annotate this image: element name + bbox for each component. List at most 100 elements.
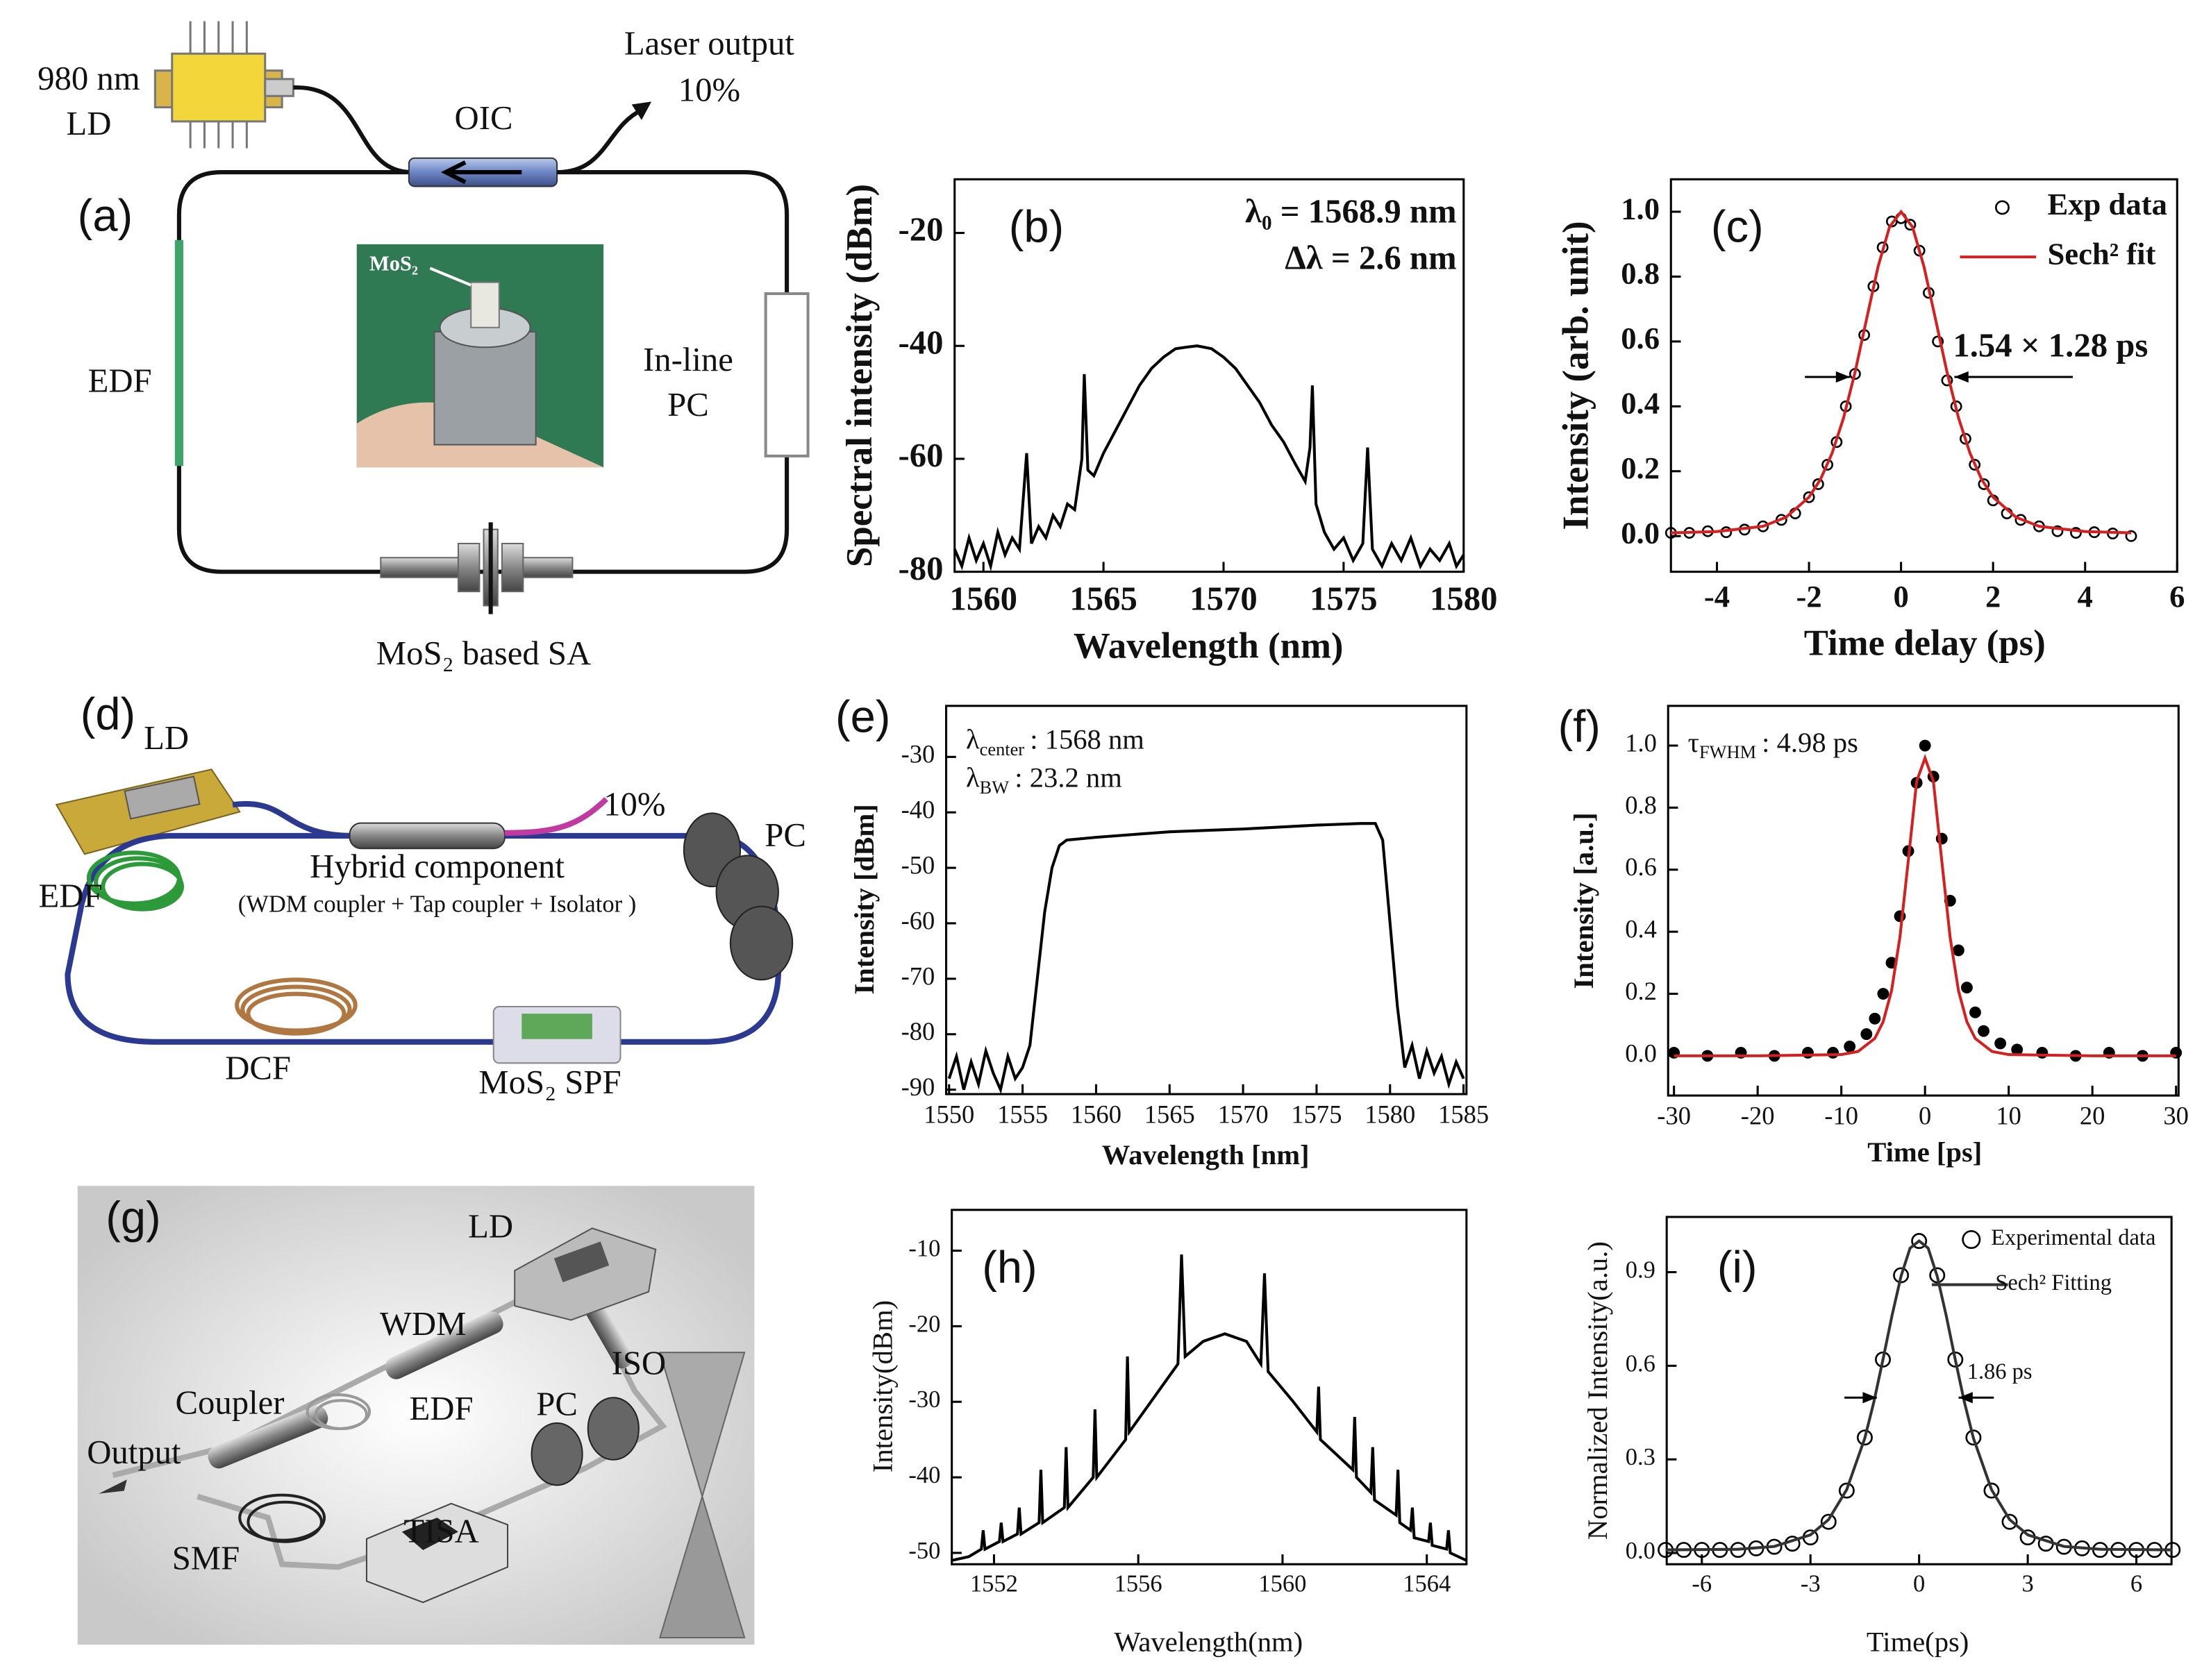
y-axis-label: Spectral intensity (dBm)	[840, 184, 880, 567]
x-tick-label: 6	[2169, 579, 2185, 614]
edf-coil	[306, 1393, 372, 1431]
ld-package	[514, 1227, 657, 1321]
annotation-symbol: τ	[1688, 727, 1699, 758]
label: PC	[765, 816, 806, 854]
width-arrowhead	[1958, 1392, 1973, 1404]
legend-label: Exp data	[2047, 187, 2167, 221]
label: (WDM coupler + Tap coupler + Isolator )	[238, 891, 636, 917]
cone-upper	[658, 1352, 746, 1500]
y-tick-label: -30	[901, 740, 935, 768]
y-tick-label: -40	[901, 796, 935, 824]
data-line	[1674, 753, 2176, 1057]
x-tick-label: -3	[1801, 1570, 1821, 1597]
x-tick-label: 1585	[1438, 1100, 1489, 1128]
x-tick-label: 1560	[1258, 1570, 1306, 1597]
y-axis-label: Normalized Intensity(a.u.)	[1582, 1241, 1613, 1540]
label: EDF	[38, 877, 102, 915]
x-tick-label: 1564	[1403, 1570, 1451, 1597]
panel-label: (a)	[78, 190, 133, 240]
y-tick-label: -80	[901, 1017, 935, 1045]
panel-label: (i)	[1717, 1241, 1758, 1292]
y-tick-label: 0.0	[1625, 1039, 1657, 1067]
fiber-loop	[176, 170, 790, 574]
label: PC	[536, 1386, 578, 1423]
annotation: λcenter: 1568 nm	[966, 724, 1144, 759]
x-tick-label: 10	[1996, 1101, 2021, 1129]
data-point	[1904, 219, 1917, 231]
x-tick-label: 1550	[924, 1100, 974, 1128]
y-tick-label: 0.8	[1625, 791, 1657, 819]
diagram-g: (g) LD WDM ISO Coupler EDF PC Output TIS…	[77, 1186, 755, 1645]
ld-window	[553, 1241, 610, 1283]
panel-label: (g)	[106, 1192, 160, 1243]
tisa-holder	[365, 1502, 509, 1604]
annotation-symbol: λ	[966, 724, 980, 755]
y-tick-label: 0.6	[1625, 852, 1657, 881]
data-line	[1665, 1238, 2173, 1552]
width-arrowhead	[1954, 371, 1969, 383]
dcf-coil	[235, 977, 358, 1036]
label: SMF	[172, 1539, 240, 1577]
y-tick-label: -10	[908, 1235, 940, 1261]
cone-lower	[658, 1494, 746, 1639]
label: MoS₂	[369, 251, 418, 275]
x-axis-label: Wavelength [nm]	[1102, 1139, 1310, 1170]
data-line	[947, 822, 1465, 1095]
x-tick-label: 1570	[1218, 1100, 1269, 1128]
data-point	[1965, 1429, 1982, 1446]
annotation-subscript: BW	[980, 777, 1010, 798]
y-tick-label: -70	[901, 961, 935, 990]
legend-label: Sech² Fitting	[1995, 1270, 2112, 1295]
y-tick-label: 0.2	[1621, 451, 1660, 485]
annotation: 1.54 × 1.28 ps	[1953, 326, 2148, 364]
label: PC	[667, 386, 709, 423]
x-tick-label: 1560	[1071, 1100, 1121, 1128]
y-tick-label: 0.0	[1626, 1538, 1655, 1564]
width-arrowhead	[1862, 1392, 1877, 1404]
y-tick-label: 0.0	[1621, 515, 1660, 550]
annotation-symbol: λ	[966, 762, 980, 793]
plot-frame	[951, 1209, 1468, 1565]
data-point	[1978, 478, 1990, 490]
label: OIC	[455, 99, 513, 137]
panel-label: (b)	[1009, 201, 1064, 252]
legend-marker	[1995, 200, 2010, 215]
data-point	[1919, 739, 1931, 752]
annotation-text: : 23.2 nm	[1015, 762, 1121, 793]
plot-frame	[1669, 178, 2178, 573]
data-point	[1947, 1351, 1964, 1368]
label: EDF	[88, 362, 152, 399]
photo-pointer	[429, 267, 472, 287]
data-point	[1911, 1233, 1928, 1250]
legend-label: Experimental data	[1991, 1225, 2155, 1250]
smf-coil	[238, 1493, 326, 1543]
pc-paddles	[683, 812, 794, 981]
x-tick-label: -20	[1741, 1101, 1775, 1129]
data-point	[1856, 1429, 1873, 1446]
x-tick-label: 1580	[1430, 580, 1497, 618]
y-tick-label: 0.6	[1621, 321, 1660, 355]
panel-label: (d)	[81, 688, 135, 739]
label: ISO	[612, 1345, 667, 1382]
data-point	[1827, 1046, 1839, 1059]
y-tick-label: -30	[908, 1386, 940, 1413]
y-tick-label: -20	[908, 1311, 940, 1337]
x-tick-label: 2	[1985, 579, 2001, 614]
edf-coil	[86, 850, 184, 912]
label: In-line	[643, 341, 733, 378]
x-tick-label: -4	[1704, 579, 1730, 614]
y-tick-label: -60	[901, 906, 935, 934]
annotation: 1.86 ps	[1967, 1359, 2033, 1384]
data-point	[1860, 1028, 1873, 1041]
label: Laser output	[624, 24, 794, 62]
y-tick-label: -90	[901, 1073, 935, 1101]
y-tick-label: 1.0	[1621, 191, 1660, 226]
sa-connector	[380, 528, 574, 607]
annotation: τFWHM: 4.98 ps	[1688, 727, 1858, 762]
plot-frame	[945, 705, 1468, 1095]
x-tick-label: 6	[2130, 1570, 2142, 1597]
width-arrowhead	[1835, 371, 1851, 383]
annotation-subscript: FWHM	[1699, 741, 1756, 762]
photo-ferrule	[470, 281, 500, 328]
